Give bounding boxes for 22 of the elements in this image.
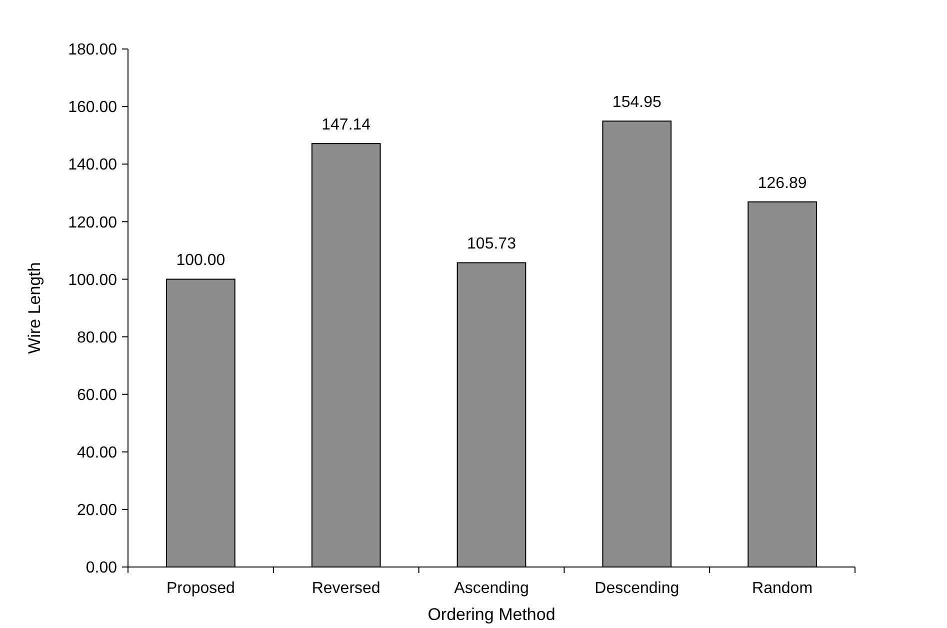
x-tick-label: Random — [752, 580, 813, 597]
y-tick-label: 140.00 — [68, 156, 118, 174]
x-axis-title: Ordering Method — [428, 605, 556, 624]
x-tick-label: Descending — [594, 580, 680, 597]
data-label: 147.14 — [322, 116, 371, 134]
y-tick-label: 160.00 — [68, 99, 118, 116]
x-tick-label: Ascending — [454, 580, 529, 597]
data-label: 100.00 — [176, 252, 226, 270]
y-tick-label: 0.00 — [86, 560, 118, 577]
x-tick-label: Proposed — [166, 580, 235, 597]
y-tick-label: 120.00 — [68, 214, 118, 232]
data-label: 105.73 — [467, 236, 516, 253]
data-label: 154.95 — [612, 94, 662, 112]
y-tick-label: 100.00 — [68, 272, 118, 289]
y-tick-label: 80.00 — [76, 329, 118, 346]
y-tick-label: 40.00 — [76, 444, 118, 462]
data-label: 126.89 — [758, 174, 807, 192]
y-axis-title: Wire Length — [25, 262, 44, 354]
y-tick-label: 60.00 — [76, 386, 118, 404]
y-tick-label: 20.00 — [76, 502, 118, 520]
y-tick-label: 180.00 — [68, 42, 118, 59]
x-tick-label: Reversed — [312, 580, 380, 597]
